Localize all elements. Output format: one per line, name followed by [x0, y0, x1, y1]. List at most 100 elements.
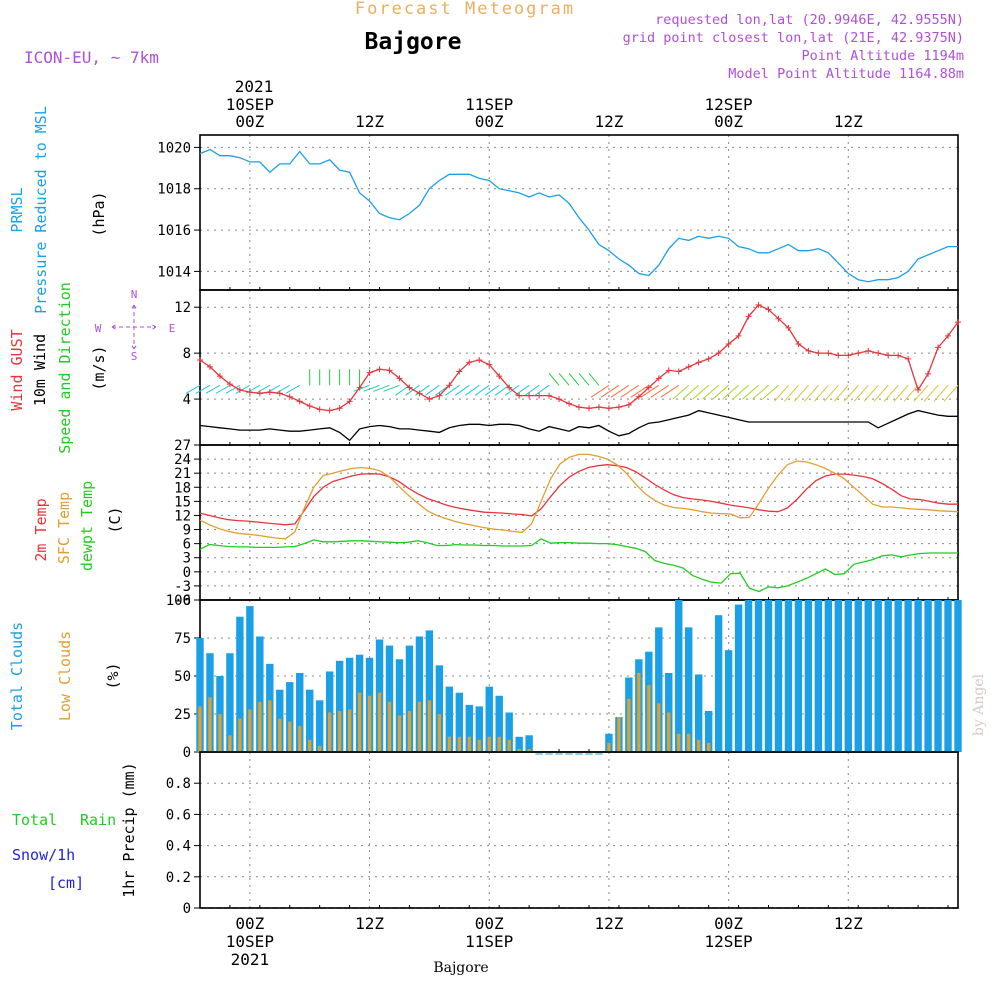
y-tick-label: 0: [183, 745, 191, 761]
gust-marker: [416, 390, 423, 397]
low-cloud-bar: [637, 672, 641, 752]
sfc-temp-line: [199, 453, 959, 540]
total-cloud-bar: [714, 615, 723, 752]
wind-arrow: [353, 384, 370, 392]
grid-point-coords: grid point closest lon,lat (21E, 42.9375…: [623, 30, 964, 46]
y-tick-label: 12: [174, 508, 191, 524]
bottom-time-label: 12Z: [834, 914, 863, 933]
wind-arrow: [702, 384, 719, 400]
low-cloud-bar: [617, 717, 621, 752]
gust-marker: [296, 398, 303, 405]
wind-direction-arrows: [185, 369, 959, 402]
gust-marker: [576, 404, 582, 411]
temp-2m-line: [199, 464, 958, 526]
gust-marker: [895, 352, 902, 359]
clouds-panel: 0 25 50 75 100: [166, 593, 962, 761]
total-cloud-bar: [525, 735, 533, 752]
compass-W: W: [95, 322, 102, 335]
low-cloud-bar: [248, 709, 252, 752]
pressure-label-prmsl: PRMSL: [8, 187, 26, 232]
wind-arrow: [610, 384, 630, 398]
y-tick-label: 6: [183, 537, 191, 553]
total-cloud-bar: [914, 600, 922, 752]
total-cloud-bar: [395, 659, 404, 752]
low-cloud-bar: [218, 714, 222, 752]
total-cloud-bar: [744, 600, 753, 752]
gust-marker: [226, 381, 233, 388]
total-cloud-bar: [286, 682, 294, 752]
total-cloud-bar: [236, 616, 244, 752]
gust-marker: [685, 363, 692, 370]
low-cloud-bar: [347, 709, 352, 752]
total-cloud-bar: [874, 600, 882, 752]
cloud-label-unit: (%): [104, 662, 122, 689]
wind-label-gust: Wind GUST: [8, 329, 26, 410]
y-tick-label: 8: [183, 346, 191, 362]
low-cloud-bar: [308, 739, 312, 752]
wind-arrow: [363, 384, 380, 392]
gust-marker: [206, 363, 213, 370]
wind-arrow: [803, 384, 819, 402]
wind-arrow: [255, 384, 271, 394]
total-cloud-bar: [495, 695, 503, 752]
wind-arrow: [484, 384, 500, 396]
low-cloud-bar: [258, 701, 262, 752]
top-time-label: 12SEP: [705, 95, 753, 114]
bottom-time-label: 2021: [231, 950, 270, 969]
wind-arrow: [405, 384, 420, 396]
wind-arrow: [215, 384, 231, 394]
total-cloud-bar: [884, 600, 892, 752]
y-tick-label: 4: [183, 392, 191, 408]
total-cloud-bar: [515, 736, 523, 752]
wind-label-speed-dir: Speed and Direction: [56, 282, 74, 454]
y-tick-label: 0: [183, 565, 191, 581]
low-cloud-bar: [238, 718, 242, 752]
gust-marker: [506, 384, 513, 391]
gust-marker: [266, 389, 273, 396]
wind-arrow: [225, 384, 241, 394]
y-tick-label: 50: [174, 669, 191, 685]
top-time-label: 12Z: [594, 112, 623, 131]
bottom-time-label: 11SEP: [465, 932, 513, 951]
total-cloud-bar: [385, 645, 394, 752]
wind-arrow: [863, 384, 879, 402]
bottom-time-label: 00Z: [475, 914, 504, 933]
total-cloud-bar: [345, 657, 354, 752]
low-cloud-bar: [627, 698, 631, 752]
bottom-time-label: 10SEP: [226, 932, 274, 951]
compass-E: E: [169, 322, 176, 335]
top-time-label: 00Z: [475, 112, 504, 131]
total-cloud-bar: [485, 686, 493, 752]
pressure-panel: 1014 1016 1018 1020: [157, 134, 959, 291]
gust-marker: [905, 355, 912, 362]
gust-marker: [496, 373, 503, 380]
total-cloud-bar: [784, 600, 793, 752]
total-cloud-bar: [934, 600, 942, 752]
low-cloud-bar: [327, 712, 332, 752]
total-cloud-bar: [924, 600, 932, 752]
wind-arrow: [464, 384, 480, 396]
wind-arrow: [732, 384, 749, 400]
compass-S: S: [131, 350, 138, 363]
low-cloud-bar: [697, 739, 701, 752]
wind-arrow: [650, 384, 670, 398]
wind-arrow: [813, 384, 829, 402]
cloud-label-total: Total Clouds: [8, 622, 26, 730]
gust-marker: [615, 404, 622, 411]
wind-arrow: [823, 384, 839, 402]
gust-marker: [705, 355, 712, 362]
wind-arrow: [742, 384, 759, 400]
temp-label-dewpt: dewpt Temp: [78, 481, 96, 571]
low-cloud-bar: [407, 710, 412, 752]
low-cloud-bar: [357, 692, 362, 752]
total-cloud-bar: [834, 600, 843, 752]
requested-coords: requested lon,lat (20.9946E, 42.9555N): [655, 12, 964, 28]
gust-marker: [456, 368, 463, 375]
total-cloud-bar: [954, 600, 962, 752]
total-cloud-bar: [256, 636, 264, 752]
total-cloud-bar: [685, 627, 693, 752]
wind-arrow: [445, 384, 460, 396]
low-cloud-bar: [278, 718, 282, 752]
low-cloud-bar: [198, 706, 202, 752]
